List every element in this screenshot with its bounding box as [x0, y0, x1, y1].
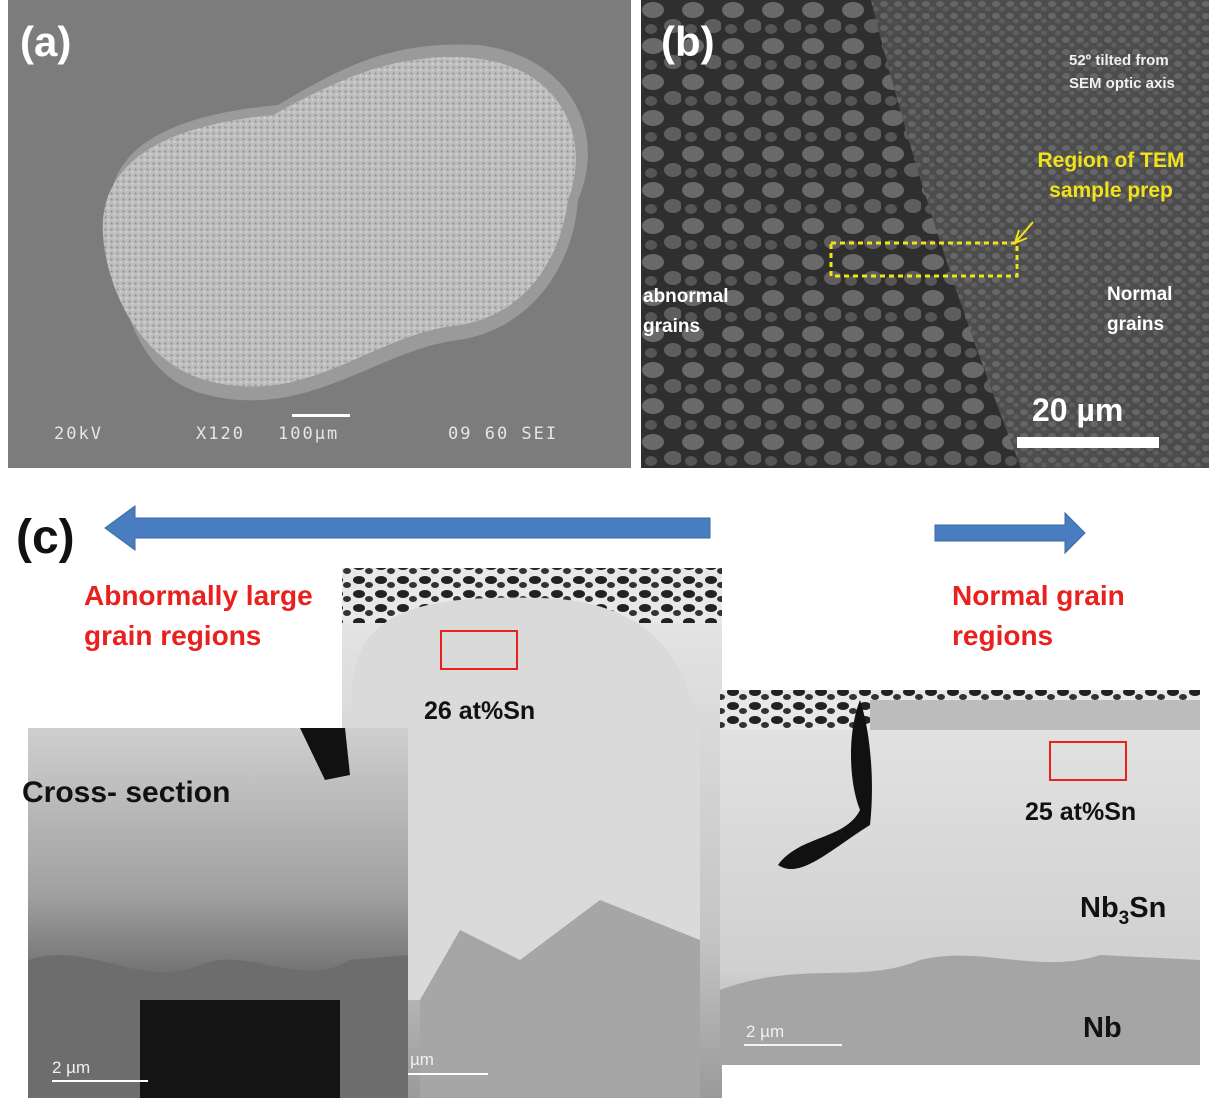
panel-b-normal-line2: grains — [1107, 314, 1165, 335]
normal-grain-region — [871, 0, 1209, 468]
panel-a-scale-text: 100µm — [278, 424, 340, 444]
sn-box-right — [1049, 741, 1127, 781]
panel-a-sem-image: (a) 20kV X120 100µm 09 60 SEI — [8, 0, 631, 468]
scale-text-3: 2 µm — [746, 1022, 785, 1041]
tem-region-box — [829, 241, 1019, 278]
deposit-blob — [102, 57, 576, 387]
panel-a-drawing — [102, 44, 588, 417]
comp-right: 25 at%Sn — [1025, 798, 1137, 826]
panel-b-abnormal-line2: grains — [643, 316, 701, 337]
tem-region-arrow — [1014, 221, 1034, 244]
panel-b-scale-bar — [1017, 437, 1159, 448]
panel-b-label: (b) — [661, 18, 715, 65]
panel-b-tilt-line1: 52º tilted from — [1069, 52, 1169, 69]
phase-nb3sn-sub: 3 — [1118, 907, 1130, 929]
sn-box-left — [440, 630, 518, 670]
right-region-title-line1: Normal grain — [952, 580, 1125, 611]
panel-b-scale-text: 20 µm — [1032, 392, 1124, 428]
panel-a-footer-right: 09 60 SEI — [448, 424, 559, 444]
comp-left: 26 at%Sn — [424, 697, 536, 725]
left-region-title-line2: grain regions — [84, 620, 262, 651]
panel-b-region-line1: Region of TEM — [1037, 149, 1185, 172]
panel-b-sem-image: (b) 52º tilted from SEM optic axis Regio… — [641, 0, 1209, 468]
panel-a-scale-bar — [292, 414, 350, 417]
panel-a-voltage: 20kV — [54, 424, 103, 444]
phase-nb: Nb — [1083, 1012, 1122, 1044]
right-arrow — [934, 511, 1086, 555]
panel-a-label: (a) — [20, 18, 72, 65]
large-grain — [351, 597, 700, 1000]
panel-b-region-line2: sample prep — [1049, 179, 1173, 202]
phase-nb3sn-base: Nb — [1080, 892, 1119, 924]
panel-b-tilt-line2: SEM optic axis — [1069, 75, 1175, 92]
left-arrow — [104, 505, 711, 551]
scale-text-2: µm — [410, 1050, 434, 1069]
phase-nb3sn: Nb3Sn — [1080, 892, 1166, 930]
phase-nb3sn-tail: Sn — [1129, 892, 1167, 924]
scale-text-1: 2 µm — [52, 1058, 91, 1077]
panel-a-magnification: X120 — [196, 424, 245, 444]
panel-b-abnormal-line1: abnormal — [643, 286, 729, 307]
abnormal-grain-region — [641, 0, 1021, 468]
panel-c-label: (c) — [16, 511, 75, 564]
panel-b-normal-line1: Normal — [1107, 284, 1173, 305]
panel-b-drawing — [641, 0, 1209, 468]
left-region-title-line1: Abnormally large — [84, 580, 313, 611]
cross-section-label: Cross- section — [22, 776, 231, 809]
panel-c-arrows — [104, 505, 1086, 555]
right-region-title-line2: regions — [952, 620, 1054, 651]
